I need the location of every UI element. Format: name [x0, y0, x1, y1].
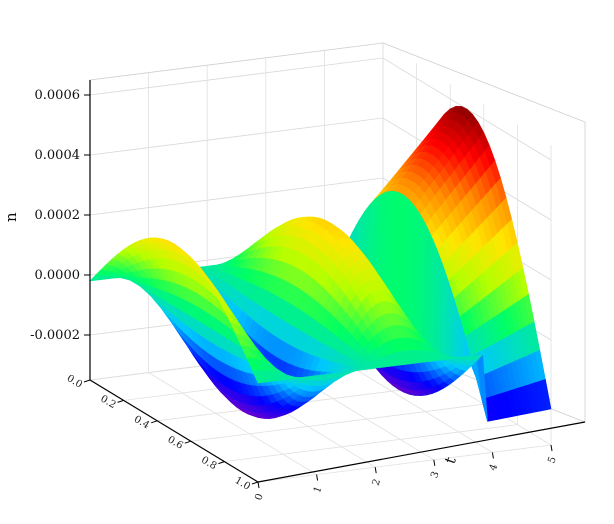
y-tick [491, 452, 494, 459]
y-tick [550, 444, 553, 452]
x-axis-line [89, 379, 259, 483]
x-tick-label: 0.2 [98, 394, 117, 411]
z-tick-label: 0.0002 [35, 208, 81, 223]
floor-gridline [190, 403, 484, 442]
z-axis-title: n [2, 212, 20, 222]
x-tick-label: 0.8 [199, 455, 218, 472]
floor-gridline [148, 372, 317, 475]
surface-cell [251, 369, 264, 384]
y-tick [316, 474, 319, 481]
y-tick-label: 4 [488, 463, 501, 473]
x-tick-label: 0.0 [65, 373, 84, 390]
floor-gridline [224, 424, 518, 462]
z-tick-label: 0.0000 [35, 268, 81, 283]
x-tick [218, 461, 225, 465]
axis-layer [83, 80, 586, 489]
floor-gridline [257, 444, 552, 483]
z-tick-label: 0.0004 [35, 148, 81, 163]
y-tick-label: 0 [253, 492, 266, 502]
x-tick [251, 481, 259, 485]
x-tick-label: 1.0 [233, 475, 252, 492]
y-axis-line [257, 421, 586, 483]
z-tick-label: -0.0002 [30, 328, 80, 343]
y-tick-label: 3 [429, 470, 442, 480]
x-tick [151, 420, 158, 424]
y-tick-label: 2 [371, 477, 384, 487]
y-tick [433, 459, 436, 466]
surface-layer [89, 105, 552, 422]
x-tick [117, 399, 124, 403]
x-tick-label: 0.4 [132, 414, 151, 431]
y-tick-label: 1 [312, 485, 325, 495]
label-layer: 0.0006 0.0004 0.0002 0.0000 -0.0002 0.0 0.2 0.4… [30, 88, 559, 502]
y-tick [374, 467, 377, 474]
x-tick [184, 440, 191, 444]
y-tick-label: 5 [546, 455, 559, 465]
y-axis-title: t [441, 454, 460, 466]
z-tick-label: 0.0006 [35, 88, 81, 103]
x-tick [83, 379, 91, 383]
x-tick-label: 0.6 [166, 434, 185, 451]
y-tick [257, 481, 260, 489]
